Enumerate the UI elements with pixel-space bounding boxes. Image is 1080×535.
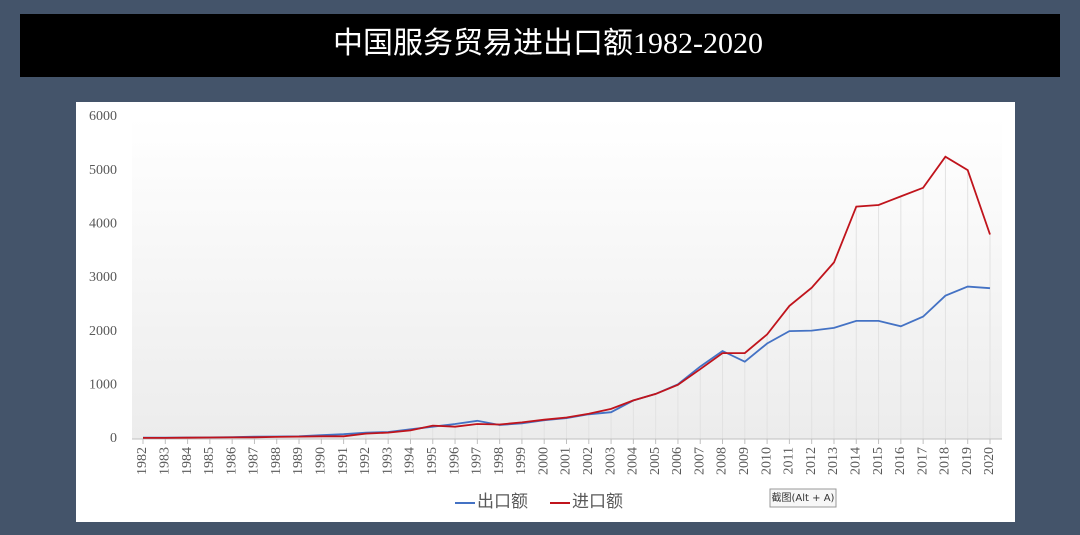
x-tick-label: 1990 xyxy=(314,447,329,475)
x-tick-label: 2010 xyxy=(759,447,774,475)
plot-area xyxy=(132,117,1002,439)
legend-label: 出口额 xyxy=(477,492,528,511)
chart-title: 中国服务贸易进出口额1982-2020 xyxy=(333,27,763,60)
x-tick-label: 1991 xyxy=(336,447,351,475)
tooltip: 截图(Alt + A) xyxy=(772,491,835,504)
x-tick-label: 1989 xyxy=(291,447,306,475)
x-tick-label: 2020 xyxy=(982,447,997,475)
x-tick-label: 1995 xyxy=(425,447,440,475)
x-tick-label: 2000 xyxy=(536,447,551,475)
x-tick-label: 2014 xyxy=(848,447,863,475)
x-tick-label: 2007 xyxy=(692,447,707,475)
x-tick-label: 2019 xyxy=(960,447,975,475)
x-tick-label: 1988 xyxy=(269,447,284,475)
x-tick-label: 2013 xyxy=(826,447,841,475)
x-tick-label: 1983 xyxy=(158,447,173,475)
x-tick-label: 1985 xyxy=(202,447,217,475)
x-tick-label: 2006 xyxy=(670,447,685,475)
x-tick-label: 2008 xyxy=(715,447,730,475)
x-tick-label: 2005 xyxy=(648,447,663,475)
x-tick-label: 1982 xyxy=(135,447,150,475)
x-tick-label: 2012 xyxy=(804,447,819,475)
x-tick-label: 2015 xyxy=(871,447,886,475)
y-tick-label: 0 xyxy=(110,431,117,446)
x-tick-label: 1997 xyxy=(470,447,485,475)
x-tick-label: 1996 xyxy=(447,447,462,475)
y-tick-label: 4000 xyxy=(89,217,117,232)
x-tick-label: 1992 xyxy=(358,447,373,475)
chart: 0 1000 2000 3000 4000 5000 6000 1982 1983 1984 198… xyxy=(89,109,1002,511)
x-tick-label: 1986 xyxy=(224,447,239,475)
x-tick-label: 1994 xyxy=(403,447,418,475)
x-tick-label: 2017 xyxy=(915,447,930,475)
x-tick-label: 2001 xyxy=(559,447,574,475)
y-tick-label: 2000 xyxy=(89,324,117,339)
x-tick-label: 2018 xyxy=(938,447,953,475)
x-tick-label: 1998 xyxy=(492,447,507,475)
x-tick-label: 2011 xyxy=(782,447,797,474)
y-tick-label: 1000 xyxy=(89,378,117,393)
y-tick-label: 5000 xyxy=(89,163,117,178)
tooltip-box xyxy=(769,488,837,508)
x-tick-label: 2003 xyxy=(603,447,618,475)
y-tick-label: 3000 xyxy=(89,270,117,285)
x-tick-label: 2002 xyxy=(581,447,596,475)
x-tick-label: 1999 xyxy=(514,447,529,475)
x-tick-label: 2016 xyxy=(893,447,908,475)
x-tick-label: 1987 xyxy=(247,447,262,475)
x-tick-label: 1984 xyxy=(180,447,195,475)
title-bar xyxy=(20,14,1060,77)
y-tick-label: 6000 xyxy=(89,109,117,124)
x-tick-label: 1993 xyxy=(380,447,395,475)
series-line xyxy=(143,155,991,439)
x-tick-label: 2004 xyxy=(626,447,641,475)
legend-label: 进口额 xyxy=(572,492,623,511)
x-tick-label: 2009 xyxy=(737,447,752,475)
